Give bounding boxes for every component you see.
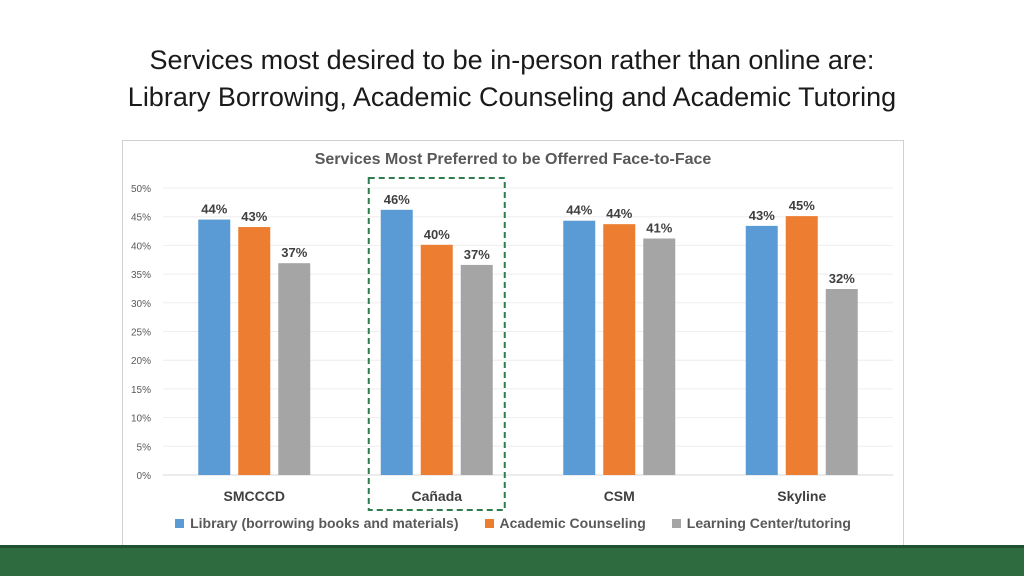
footer-bar [0, 545, 1024, 576]
x-category-label: Skyline [777, 488, 826, 504]
bar-chart: 0% 5% 10% 15% 20% 25% 30% 35% 40% 45% 50% 44% 43% 37%… [131, 177, 893, 511]
y-tick-label: 20% [131, 356, 151, 367]
footer-stripe [0, 545, 1024, 548]
legend-item: Learning Center/tutoring [671, 515, 851, 531]
y-tick-label: 25% [131, 328, 151, 339]
legend-label: Academic Counseling [499, 515, 646, 531]
slide-title: Services most desired to be in-person ra… [0, 42, 1024, 116]
bar [420, 244, 453, 475]
legend-swatch [484, 518, 494, 528]
bar [825, 289, 858, 475]
y-tick-label: 5% [137, 442, 152, 453]
chart-title: Services Most Preferred to be Offerred F… [314, 151, 712, 168]
y-tick-label: 30% [131, 299, 151, 310]
x-category-label: CSM [604, 488, 635, 504]
y-tick-label: 0% [137, 471, 152, 482]
data-label: 46% [384, 192, 410, 207]
chart-legend: Library (borrowing books and materials) A… [123, 515, 903, 531]
legend-item: Library (borrowing books and materials) [175, 515, 459, 531]
data-label: 44% [201, 202, 227, 217]
bar [198, 219, 231, 475]
data-label: 37% [281, 245, 307, 260]
slide-title-line-1: Services most desired to be in-person ra… [149, 45, 875, 75]
legend-item: Academic Counseling [484, 515, 646, 531]
bar [460, 264, 493, 475]
y-tick-label: 45% [131, 213, 151, 224]
legend-swatch [671, 518, 681, 528]
bar [238, 227, 271, 475]
highlight-box [367, 177, 506, 511]
chart-container: Services Most Preferred to be Offerred F… [122, 140, 904, 547]
y-tick-label: 50% [131, 184, 151, 195]
bar [603, 224, 636, 475]
slide-title-line-2: Library Borrowing, Academic Counseling a… [127, 82, 897, 112]
legend-label: Learning Center/tutoring [686, 515, 851, 531]
bar [643, 238, 676, 475]
y-tick-label: 15% [131, 385, 151, 396]
legend-swatch [175, 518, 185, 528]
data-label: 44% [566, 203, 592, 218]
bar [785, 216, 818, 475]
data-label: 43% [749, 208, 775, 223]
legend-label: Library (borrowing books and materials) [190, 515, 459, 531]
y-tick-label: 35% [131, 270, 151, 281]
data-label: 45% [789, 198, 815, 213]
data-label: 32% [829, 271, 855, 286]
bar [380, 209, 413, 475]
data-label: 43% [241, 209, 267, 224]
y-tick-label: 40% [131, 241, 151, 252]
y-tick-label: 10% [131, 414, 151, 425]
data-label: 41% [646, 221, 672, 236]
data-label: 37% [464, 247, 490, 262]
data-label: 40% [424, 227, 450, 242]
bar [278, 263, 311, 475]
bar [563, 220, 596, 475]
x-category-label: SMCCCD [224, 488, 285, 504]
data-label: 44% [606, 206, 632, 221]
x-category-label: Cañada [411, 488, 462, 504]
bar [745, 225, 778, 475]
